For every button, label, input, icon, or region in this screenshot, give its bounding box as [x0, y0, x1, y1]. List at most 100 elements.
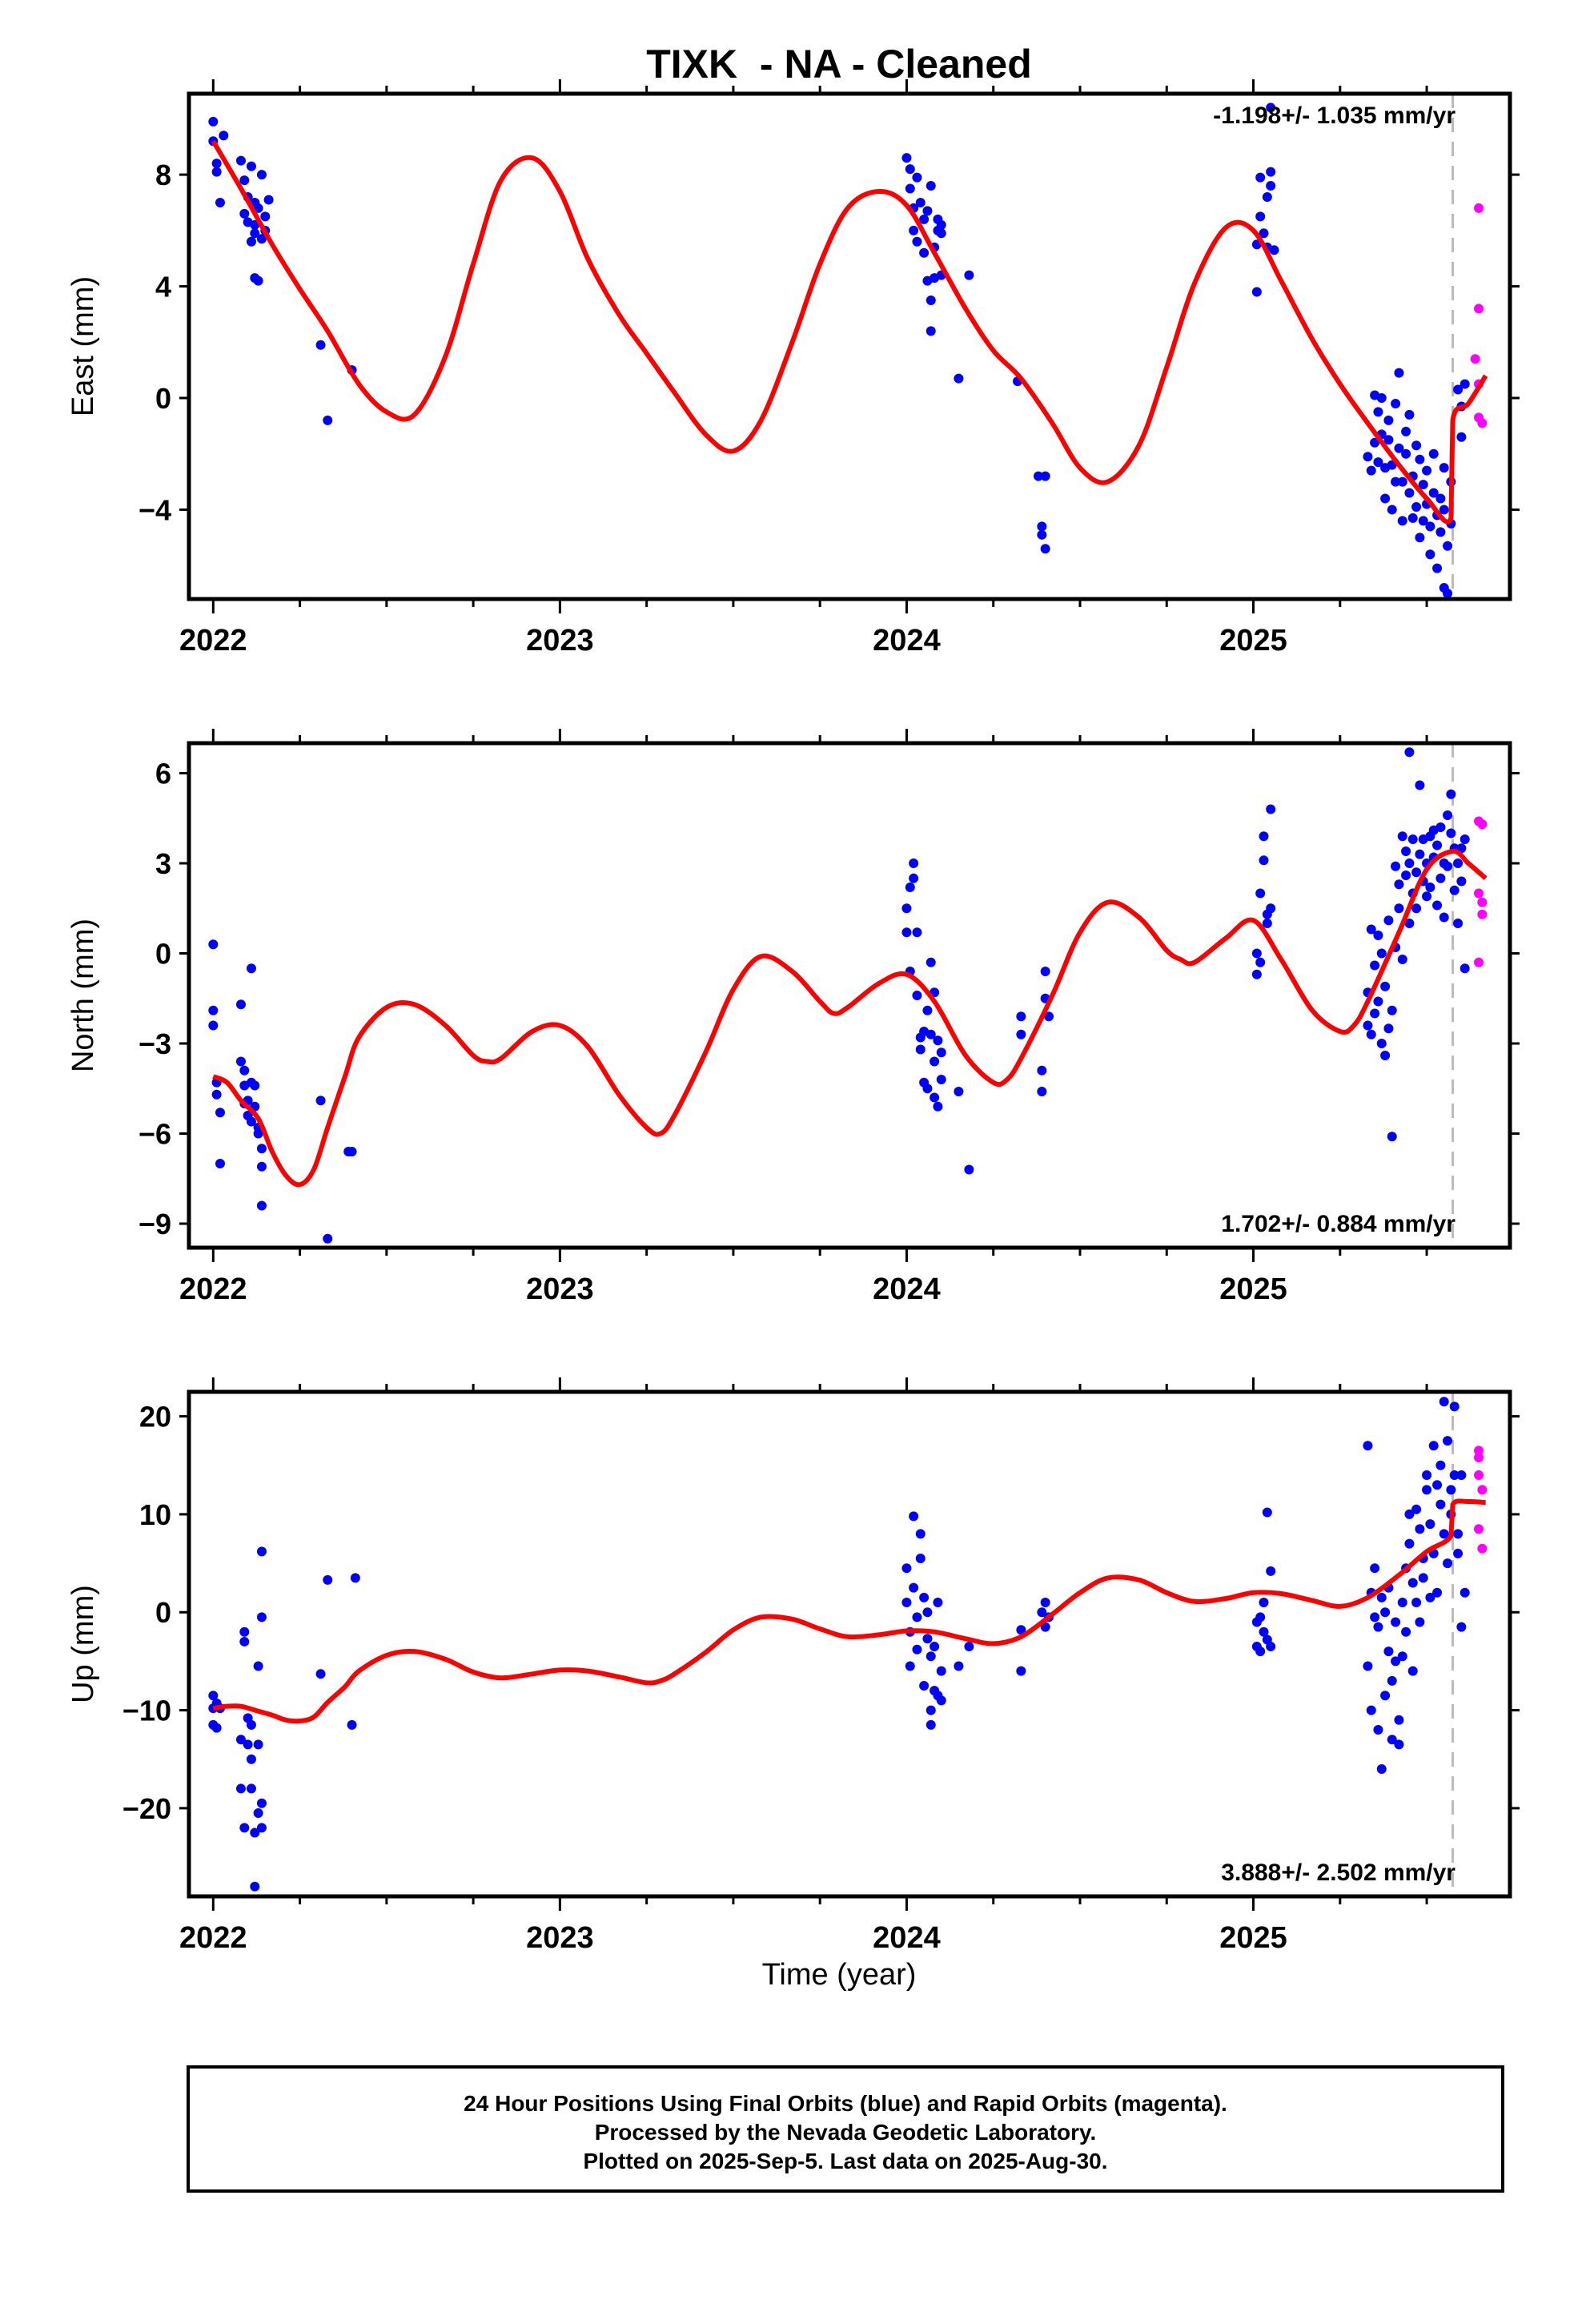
final-orbit-point — [1401, 870, 1411, 880]
final-orbit-point — [1370, 960, 1380, 971]
panel-east: −4 0 4 8 2022 2023 2024 2025 East (mm) -1.198+/- … — [66, 79, 1520, 657]
y-tick-label: 0 — [155, 1596, 171, 1629]
final-orbit-point — [1383, 435, 1394, 445]
panel-up: −20 −10 0 10 20 2022 2023 2024 2025 Up (mm) 3.888+… — [66, 1377, 1520, 1955]
final-orbit-point — [1387, 1132, 1397, 1142]
x-tick-label: 2023 — [526, 1273, 594, 1306]
final-orbit-point — [1387, 1735, 1397, 1745]
final-orbit-point — [936, 1047, 946, 1058]
final-orbit-point — [1269, 245, 1279, 255]
final-orbit-point — [1411, 1504, 1422, 1514]
final-orbit-point — [315, 1669, 326, 1679]
final-orbit-point — [1460, 834, 1470, 844]
final-orbit-point — [1453, 1529, 1464, 1539]
east-plot-area — [208, 94, 1488, 599]
final-orbit-point — [1404, 488, 1415, 498]
final-orbit-point — [922, 206, 933, 216]
final-orbit-point — [1266, 903, 1276, 914]
final-orbit-point — [1373, 1725, 1383, 1735]
final-orbit-point — [919, 1592, 930, 1602]
final-orbit-point — [915, 1529, 926, 1539]
final-orbit-point — [1370, 1008, 1380, 1019]
final-orbit-point — [905, 164, 915, 175]
final-orbit-point — [964, 1642, 974, 1652]
velocity-label: -1.198+/- 1.035 mm/yr — [1213, 103, 1456, 129]
final-orbit-point — [211, 1089, 222, 1100]
final-orbit-point — [1415, 454, 1425, 464]
final-orbit-point — [250, 1080, 260, 1091]
final-orbit-point — [208, 939, 219, 950]
final-orbit-point — [933, 1598, 943, 1608]
final-orbit-point — [1380, 981, 1391, 991]
final-orbit-point — [215, 1159, 225, 1168]
final-orbit-point — [936, 219, 946, 230]
final-orbit-point — [1040, 544, 1050, 554]
x-tick-label: 2025 — [1219, 624, 1287, 657]
final-orbit-point — [1428, 488, 1439, 498]
final-orbit-point — [909, 1582, 919, 1593]
final-orbit-point — [964, 270, 974, 280]
final-orbit-point — [1262, 919, 1272, 928]
final-orbit-point — [1380, 1051, 1391, 1060]
final-orbit-point — [1373, 407, 1383, 417]
rapid-orbit-point — [1474, 957, 1484, 967]
final-orbit-point — [1373, 996, 1383, 1007]
final-orbit-point — [1376, 948, 1387, 959]
final-orbit-point — [211, 159, 222, 169]
final-orbit-point — [1255, 1612, 1266, 1622]
final-orbit-point — [1407, 513, 1418, 523]
y-tick-label: −9 — [139, 1208, 171, 1240]
footer-line-1: 24 Hour Positions Using Final Orbits (bl… — [464, 2091, 1227, 2116]
final-orbit-point — [235, 999, 246, 1010]
final-orbit-point — [1255, 957, 1266, 967]
final-orbit-point — [1251, 969, 1262, 979]
final-orbit-point — [246, 1754, 256, 1764]
final-orbit-point — [1383, 415, 1394, 425]
final-orbit-point — [1383, 915, 1394, 926]
final-orbit-point — [246, 1116, 256, 1127]
x-tick-label: 2024 — [873, 1273, 941, 1306]
final-orbit-point — [922, 1634, 933, 1644]
rapid-orbit-point — [1477, 1543, 1488, 1554]
final-orbit-point — [930, 1092, 940, 1103]
final-orbit-point — [323, 1574, 333, 1585]
final-orbit-point — [256, 1612, 267, 1622]
x-tick-label: 2023 — [526, 1921, 594, 1955]
final-orbit-point — [1404, 858, 1415, 868]
final-orbit-point — [208, 1005, 219, 1015]
final-orbit-point — [1040, 471, 1050, 481]
final-orbit-point — [1411, 903, 1422, 914]
final-orbit-point — [1404, 409, 1415, 420]
final-orbit-point — [915, 197, 926, 207]
final-orbit-point — [1380, 1691, 1391, 1701]
x-tick-label: 2022 — [179, 624, 247, 657]
final-orbit-point — [954, 1087, 964, 1096]
final-orbit-point — [208, 116, 219, 127]
final-orbit-point — [901, 927, 912, 938]
final-orbit-point — [1373, 1622, 1383, 1632]
final-orbit-point — [1037, 521, 1047, 532]
rapid-orbit-point — [1474, 1470, 1484, 1480]
final-orbit-point — [1435, 1460, 1446, 1470]
final-orbit-point — [1401, 426, 1411, 436]
final-orbit-point — [901, 1563, 912, 1574]
final-orbit-point — [1422, 465, 1432, 476]
final-orbit-point — [1383, 1647, 1394, 1657]
final-orbit-point — [246, 161, 256, 171]
final-orbit-point — [1404, 1538, 1415, 1549]
final-orbit-point — [933, 1035, 943, 1046]
final-orbit-point — [926, 957, 936, 967]
final-orbit-point — [912, 1644, 922, 1655]
final-orbit-point — [930, 1056, 940, 1067]
final-orbit-point — [1366, 1029, 1376, 1039]
final-orbit-point — [256, 1823, 267, 1833]
final-orbit-point — [1037, 1087, 1047, 1096]
final-orbit-point — [211, 1723, 222, 1733]
final-orbit-point — [1037, 529, 1047, 540]
final-orbit-point — [215, 197, 225, 207]
final-orbit-point — [1040, 1622, 1050, 1632]
final-orbit-point — [1366, 465, 1376, 476]
final-orbit-point — [1363, 452, 1373, 462]
final-orbit-point — [1422, 1470, 1432, 1480]
final-orbit-point — [1366, 1705, 1376, 1715]
